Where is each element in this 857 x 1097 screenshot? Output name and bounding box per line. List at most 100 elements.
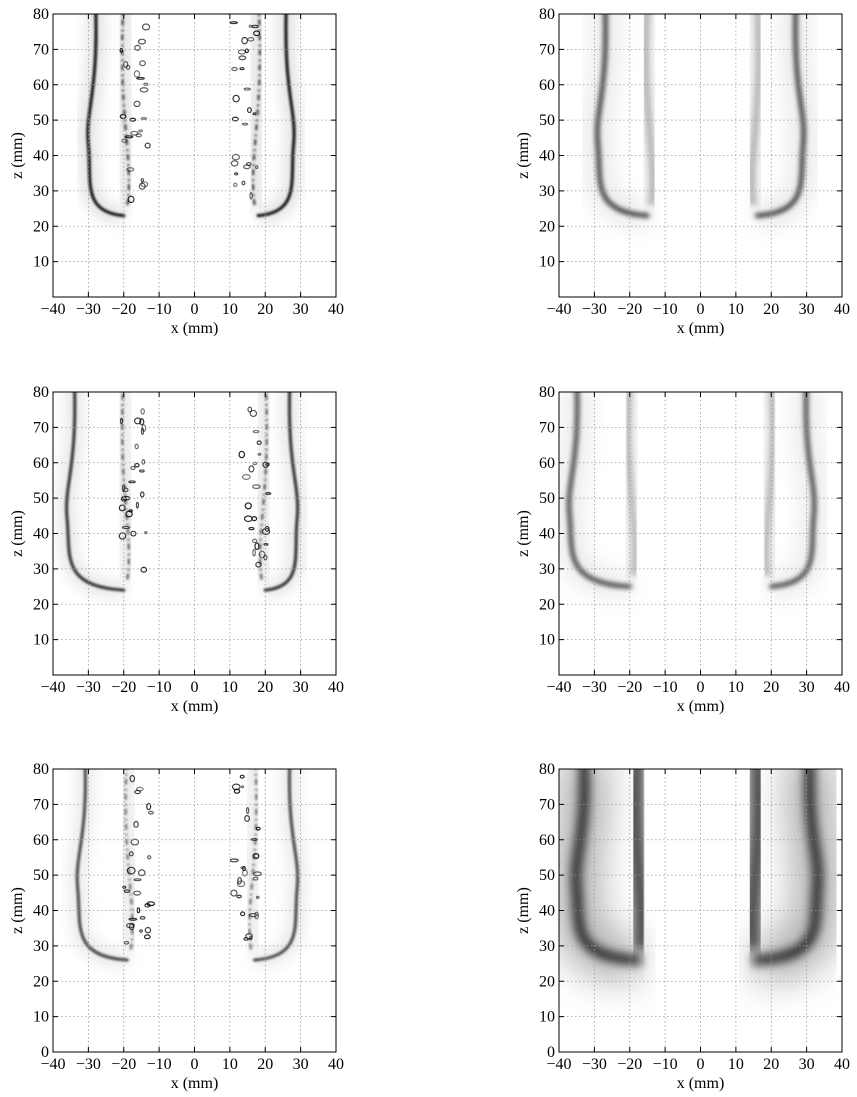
- turbulent-structure: [138, 129, 143, 133]
- turbulent-structure: [139, 87, 149, 93]
- turbulent-structure: [230, 889, 238, 897]
- turbulent-structure: [130, 838, 140, 846]
- z-tick-label: 60: [539, 77, 555, 94]
- z-tick-label: 30: [33, 561, 49, 578]
- turbulent-structure: [139, 491, 145, 498]
- z-tick-label: 80: [539, 384, 555, 401]
- z-tick-label: 40: [33, 526, 49, 543]
- turbulent-structure: [255, 826, 261, 831]
- turbulent-structure: [136, 76, 145, 80]
- panel-6: −40 −30 −20 −10 0 10 20 30 40 0 10 20 30 40 50 60 70 80 x …: [515, 761, 850, 1092]
- inner-front-left: [642, 14, 657, 206]
- x-tick-label: −40: [40, 301, 65, 318]
- z-tick-label: 50: [539, 490, 555, 507]
- inner-front-left: [120, 14, 131, 206]
- turbulent-structure: [244, 502, 252, 510]
- turbulent-structure: [140, 427, 145, 435]
- x-tick-label: 40: [834, 301, 850, 318]
- z-tick-label: 60: [33, 455, 49, 472]
- x-tick-label: −30: [582, 301, 607, 318]
- turbulent-structure: [236, 894, 242, 899]
- z-tick-label: 80: [539, 761, 555, 778]
- turbulent-structure: [129, 774, 136, 783]
- turbulent-structure: [243, 937, 249, 941]
- x-tick-label: −10: [653, 1056, 678, 1073]
- x-tick-label: −40: [546, 679, 571, 696]
- flame-front-left: [86, 14, 126, 218]
- flame-front-right: [752, 769, 823, 965]
- turbulent-structure: [139, 60, 146, 67]
- heatmap-image: [586, 14, 815, 227]
- turbulent-structure: [238, 450, 246, 459]
- turbulent-structure: [119, 47, 124, 53]
- x-axis-label: x (mm): [677, 698, 725, 715]
- z-tick-label: 10: [33, 254, 49, 271]
- turbulent-structure: [242, 869, 248, 877]
- z-tick-label: 30: [33, 938, 49, 955]
- panel-3: −40 −30 −20 −10 0 10 20 30 40 10 20 30 40 50 60 70 80 x (…: [9, 384, 344, 715]
- turbulent-structure: [231, 153, 240, 161]
- z-axis-label: z (mm): [515, 887, 532, 934]
- turbulent-structure: [123, 61, 129, 68]
- turbulent-structure: [261, 527, 271, 536]
- x-tick-label: 10: [728, 1056, 744, 1073]
- turbulent-structure: [240, 785, 245, 789]
- turbulent-structure: [119, 113, 127, 120]
- flame-front-left: [65, 392, 126, 592]
- x-tick-label: 40: [834, 679, 850, 696]
- turbulent-structure: [257, 452, 262, 456]
- turbulent-structure: [133, 820, 139, 828]
- flame-front-right: [263, 392, 300, 592]
- z-tick-label: 60: [539, 832, 555, 849]
- z-axis-label: z (mm): [9, 887, 26, 934]
- turbulent-structure: [139, 469, 145, 473]
- z-tick-label: 50: [33, 112, 49, 129]
- turbulent-structure: [122, 885, 127, 889]
- turbulent-structure: [253, 30, 261, 37]
- heatmap-image: [58, 392, 306, 599]
- gridlines: [559, 14, 842, 297]
- turbulent-structure: [254, 165, 259, 170]
- turbulent-structure: [119, 417, 124, 425]
- heatmap-image: [559, 392, 826, 598]
- panel-1: −40 −30 −20 −10 0 10 20 30 40 10 20 30 40 50 60 70 80 x (…: [9, 6, 344, 337]
- z-tick-label: 20: [33, 218, 49, 235]
- turbulent-structure: [128, 480, 136, 484]
- z-tick-label: 70: [539, 419, 555, 436]
- z-axis-label: z (mm): [515, 510, 532, 557]
- x-tick-label: 30: [799, 679, 815, 696]
- turbulent-structure: [133, 70, 141, 78]
- z-tick-label: 10: [539, 632, 555, 649]
- z-tick-label: 80: [539, 6, 555, 23]
- turbulent-structure: [252, 112, 257, 116]
- turbulent-structure: [233, 182, 238, 187]
- gridlines: [53, 14, 336, 297]
- flame-front-right: [253, 769, 300, 962]
- turbulent-structure: [129, 117, 137, 122]
- heatmap-image: [79, 14, 303, 224]
- turbulent-structure: [265, 462, 270, 467]
- turbulent-structure: [134, 462, 140, 468]
- turbulent-structure: [144, 926, 152, 934]
- x-tick-label: 20: [257, 1056, 273, 1073]
- turbulent-structure: [241, 122, 249, 126]
- x-tick-label: −20: [111, 679, 136, 696]
- z-tick-label: 50: [539, 112, 555, 129]
- x-tick-label: −10: [147, 301, 172, 318]
- z-tick-label: 30: [33, 183, 49, 200]
- x-tick-label: −40: [546, 301, 571, 318]
- turbulent-structure: [246, 107, 252, 114]
- x-tick-label: 20: [763, 1056, 779, 1073]
- turbulent-structure: [239, 911, 246, 917]
- panel-2: −40 −30 −20 −10 0 10 20 30 40 10 20 30 40 50 60 70 80 x (…: [515, 6, 850, 337]
- x-axis-label: x (mm): [171, 1075, 219, 1092]
- x-tick-label: −30: [582, 1056, 607, 1073]
- x-axis-label: x (mm): [677, 1075, 725, 1092]
- turbulent-structure: [229, 858, 239, 863]
- inner-front-right: [762, 392, 777, 577]
- turbulent-structure: [146, 803, 152, 811]
- turbulent-structure: [137, 38, 146, 45]
- z-tick-label: 70: [33, 419, 49, 436]
- turbulent-structure: [255, 895, 260, 899]
- turbulent-structure: [130, 465, 136, 471]
